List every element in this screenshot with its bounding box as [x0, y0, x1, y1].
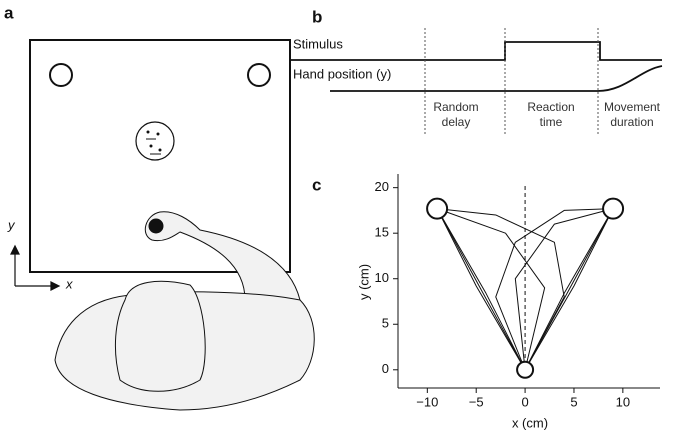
x-tick-label: 5: [570, 394, 577, 409]
y-tick-label: 20: [375, 179, 389, 194]
x-axis-label: x (cm): [512, 415, 548, 430]
panel-label: b: [312, 7, 322, 26]
y-axis-label: y (cm): [356, 264, 371, 300]
y-tick-label: 10: [375, 270, 389, 285]
target: [50, 64, 72, 86]
start: [517, 362, 533, 378]
trajectory: [437, 209, 525, 370]
y-tick-label: 0: [382, 361, 389, 376]
phase-label: duration: [610, 115, 653, 129]
stimulus-trace: [290, 42, 662, 60]
trace-label: Stimulus: [293, 36, 343, 51]
y-tick-label: 15: [375, 225, 389, 240]
phase-label: time: [540, 115, 563, 129]
x-tick-label: 0: [521, 394, 528, 409]
y-tick-label: 5: [382, 316, 389, 331]
cue: [136, 122, 174, 160]
x-tick-label: −5: [469, 394, 484, 409]
trajectory: [437, 209, 564, 370]
figure: a y x b Stimulus Hand position (y) Rando…: [0, 0, 683, 435]
axis-label: y: [7, 217, 16, 232]
x-tick-label: 10: [616, 394, 630, 409]
axis-label: x: [65, 276, 73, 291]
x-tick-label: −10: [416, 394, 438, 409]
phase-label: delay: [442, 115, 471, 129]
trace-label: Hand position (y): [293, 66, 391, 81]
phase-label: Movement: [604, 100, 661, 114]
target: [603, 199, 623, 219]
phase-label: Reaction: [527, 100, 574, 114]
trajectory: [437, 209, 545, 370]
target: [248, 64, 270, 86]
panel-label: c: [312, 175, 321, 194]
phase-label: Random: [433, 100, 478, 114]
panel-label: a: [4, 3, 14, 22]
target: [427, 199, 447, 219]
trajectory: [496, 209, 613, 370]
